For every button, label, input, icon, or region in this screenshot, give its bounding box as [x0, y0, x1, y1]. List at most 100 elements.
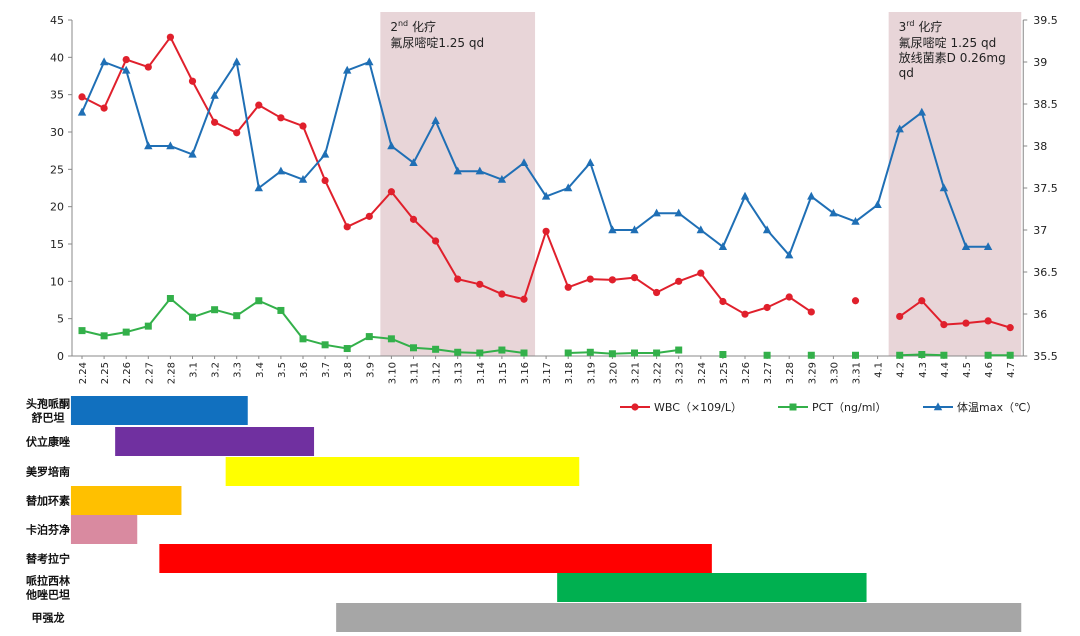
data-point-3 [475, 166, 484, 175]
left-tick-label: 10 [50, 275, 64, 288]
x-tick-label: 3.15 [498, 362, 509, 384]
x-tick-label: 4.1 [874, 362, 885, 378]
data-point-3 [497, 175, 507, 183]
data-point-2 [166, 295, 174, 303]
x-tick-label: 4.2 [896, 362, 907, 378]
data-point-2 [122, 328, 130, 336]
data-point-3 [431, 116, 440, 124]
data-point-1 [896, 312, 904, 321]
data-point-1 [608, 276, 617, 284]
x-tick-label: 3.2 [211, 362, 222, 378]
data-point-1 [630, 274, 639, 282]
drug-label-7: 他唑巴坦 [25, 588, 70, 602]
period-note-1-1: 氟尿嘧啶1.25 qd [390, 36, 484, 50]
drug-bar-8 [336, 603, 1022, 632]
series-line-3 [81, 61, 989, 257]
x-tick-label: 3.25 [719, 362, 730, 384]
data-point-1 [675, 277, 683, 285]
drug-bar-3 [225, 457, 580, 486]
data-point-3 [718, 242, 728, 250]
data-point-3 [564, 183, 573, 192]
drug-bar-1 [70, 396, 248, 425]
data-point-3 [586, 158, 595, 166]
series-1 [78, 33, 1014, 332]
x-tick-label: 2.25 [100, 362, 111, 384]
data-point-3 [807, 191, 816, 200]
data-point-3 [122, 65, 131, 74]
data-point-1 [851, 297, 860, 305]
x-tick-label: 2.27 [144, 362, 155, 384]
period-title-2: 3rd 化疗 [899, 19, 943, 34]
x-tick-label: 4.3 [918, 362, 929, 378]
data-point-3 [144, 141, 153, 150]
data-point-2 [984, 351, 992, 359]
data-point-2 [940, 351, 948, 359]
data-point-1 [984, 317, 992, 325]
data-point-1 [188, 77, 197, 85]
data-point-2 [365, 333, 373, 341]
series-line-1 [81, 36, 812, 316]
x-tick-label: 3.1 [189, 362, 200, 378]
data-point-2 [321, 341, 329, 349]
right-tick-label: 36 [1033, 308, 1047, 321]
data-point-3 [298, 175, 308, 183]
x-tick-label: 3.27 [763, 362, 774, 384]
data-point-2 [675, 346, 683, 354]
legend-marker-2 [789, 403, 797, 411]
series-2 [78, 295, 1014, 359]
data-point-2 [277, 306, 285, 314]
data-point-3 [254, 183, 263, 192]
data-point-2 [189, 313, 196, 321]
x-tick-label: 4.7 [1006, 362, 1017, 378]
axes: 0 5 10 15 20 25 30 35 40 45 35.5 36 36.5 37 37.5 38 38.5… [50, 14, 1058, 384]
data-point-3 [608, 225, 617, 234]
data-point-2 [653, 349, 661, 357]
series-lines [77, 33, 1014, 359]
x-tick-label: 3.4 [255, 362, 266, 378]
data-point-3 [785, 250, 794, 259]
data-point-2 [78, 327, 86, 335]
data-point-2 [299, 335, 307, 343]
data-point-1 [409, 215, 418, 223]
data-point-1 [321, 176, 329, 185]
data-point-3 [77, 107, 87, 116]
data-point-3 [652, 208, 661, 217]
data-point-3 [630, 225, 639, 234]
data-point-3 [674, 208, 683, 217]
x-tick-label: 3.22 [653, 362, 664, 384]
x-tick-label: 3.3 [233, 362, 244, 378]
x-tick-label: 3.19 [586, 362, 597, 384]
data-point-1 [542, 227, 550, 235]
drug-label-5: 卡泊芬净 [26, 523, 70, 537]
data-point-1 [233, 129, 241, 137]
data-point-1 [918, 297, 926, 305]
data-point-3 [343, 65, 352, 74]
data-point-1 [741, 310, 749, 318]
data-point-2 [520, 349, 528, 357]
shaded-periods [380, 12, 1022, 356]
data-point-1 [343, 223, 351, 231]
data-point-1 [211, 118, 219, 126]
data-point-1 [520, 295, 528, 303]
data-point-2 [918, 351, 926, 359]
data-point-2 [343, 345, 351, 353]
data-point-3 [762, 225, 772, 234]
left-tick-label: 30 [50, 126, 64, 139]
data-point-2 [1006, 351, 1014, 359]
data-point-2 [852, 351, 859, 359]
data-point-1 [454, 275, 462, 283]
data-point-2 [631, 349, 638, 357]
data-point-2 [608, 350, 616, 358]
period-note-2-3: qd [899, 66, 914, 80]
data-point-1 [719, 297, 727, 306]
x-tick-label: 3.29 [807, 362, 818, 384]
period-note-2-2: 放线菌素D 0.26mg [899, 50, 1006, 65]
data-point-3 [409, 158, 418, 166]
drug-bar-2 [115, 427, 315, 456]
data-point-1 [697, 269, 705, 277]
period-title-1: 2nd 化疗 [390, 19, 436, 34]
x-tick-label: 3.6 [299, 362, 310, 378]
left-tick-label: 45 [50, 14, 64, 27]
